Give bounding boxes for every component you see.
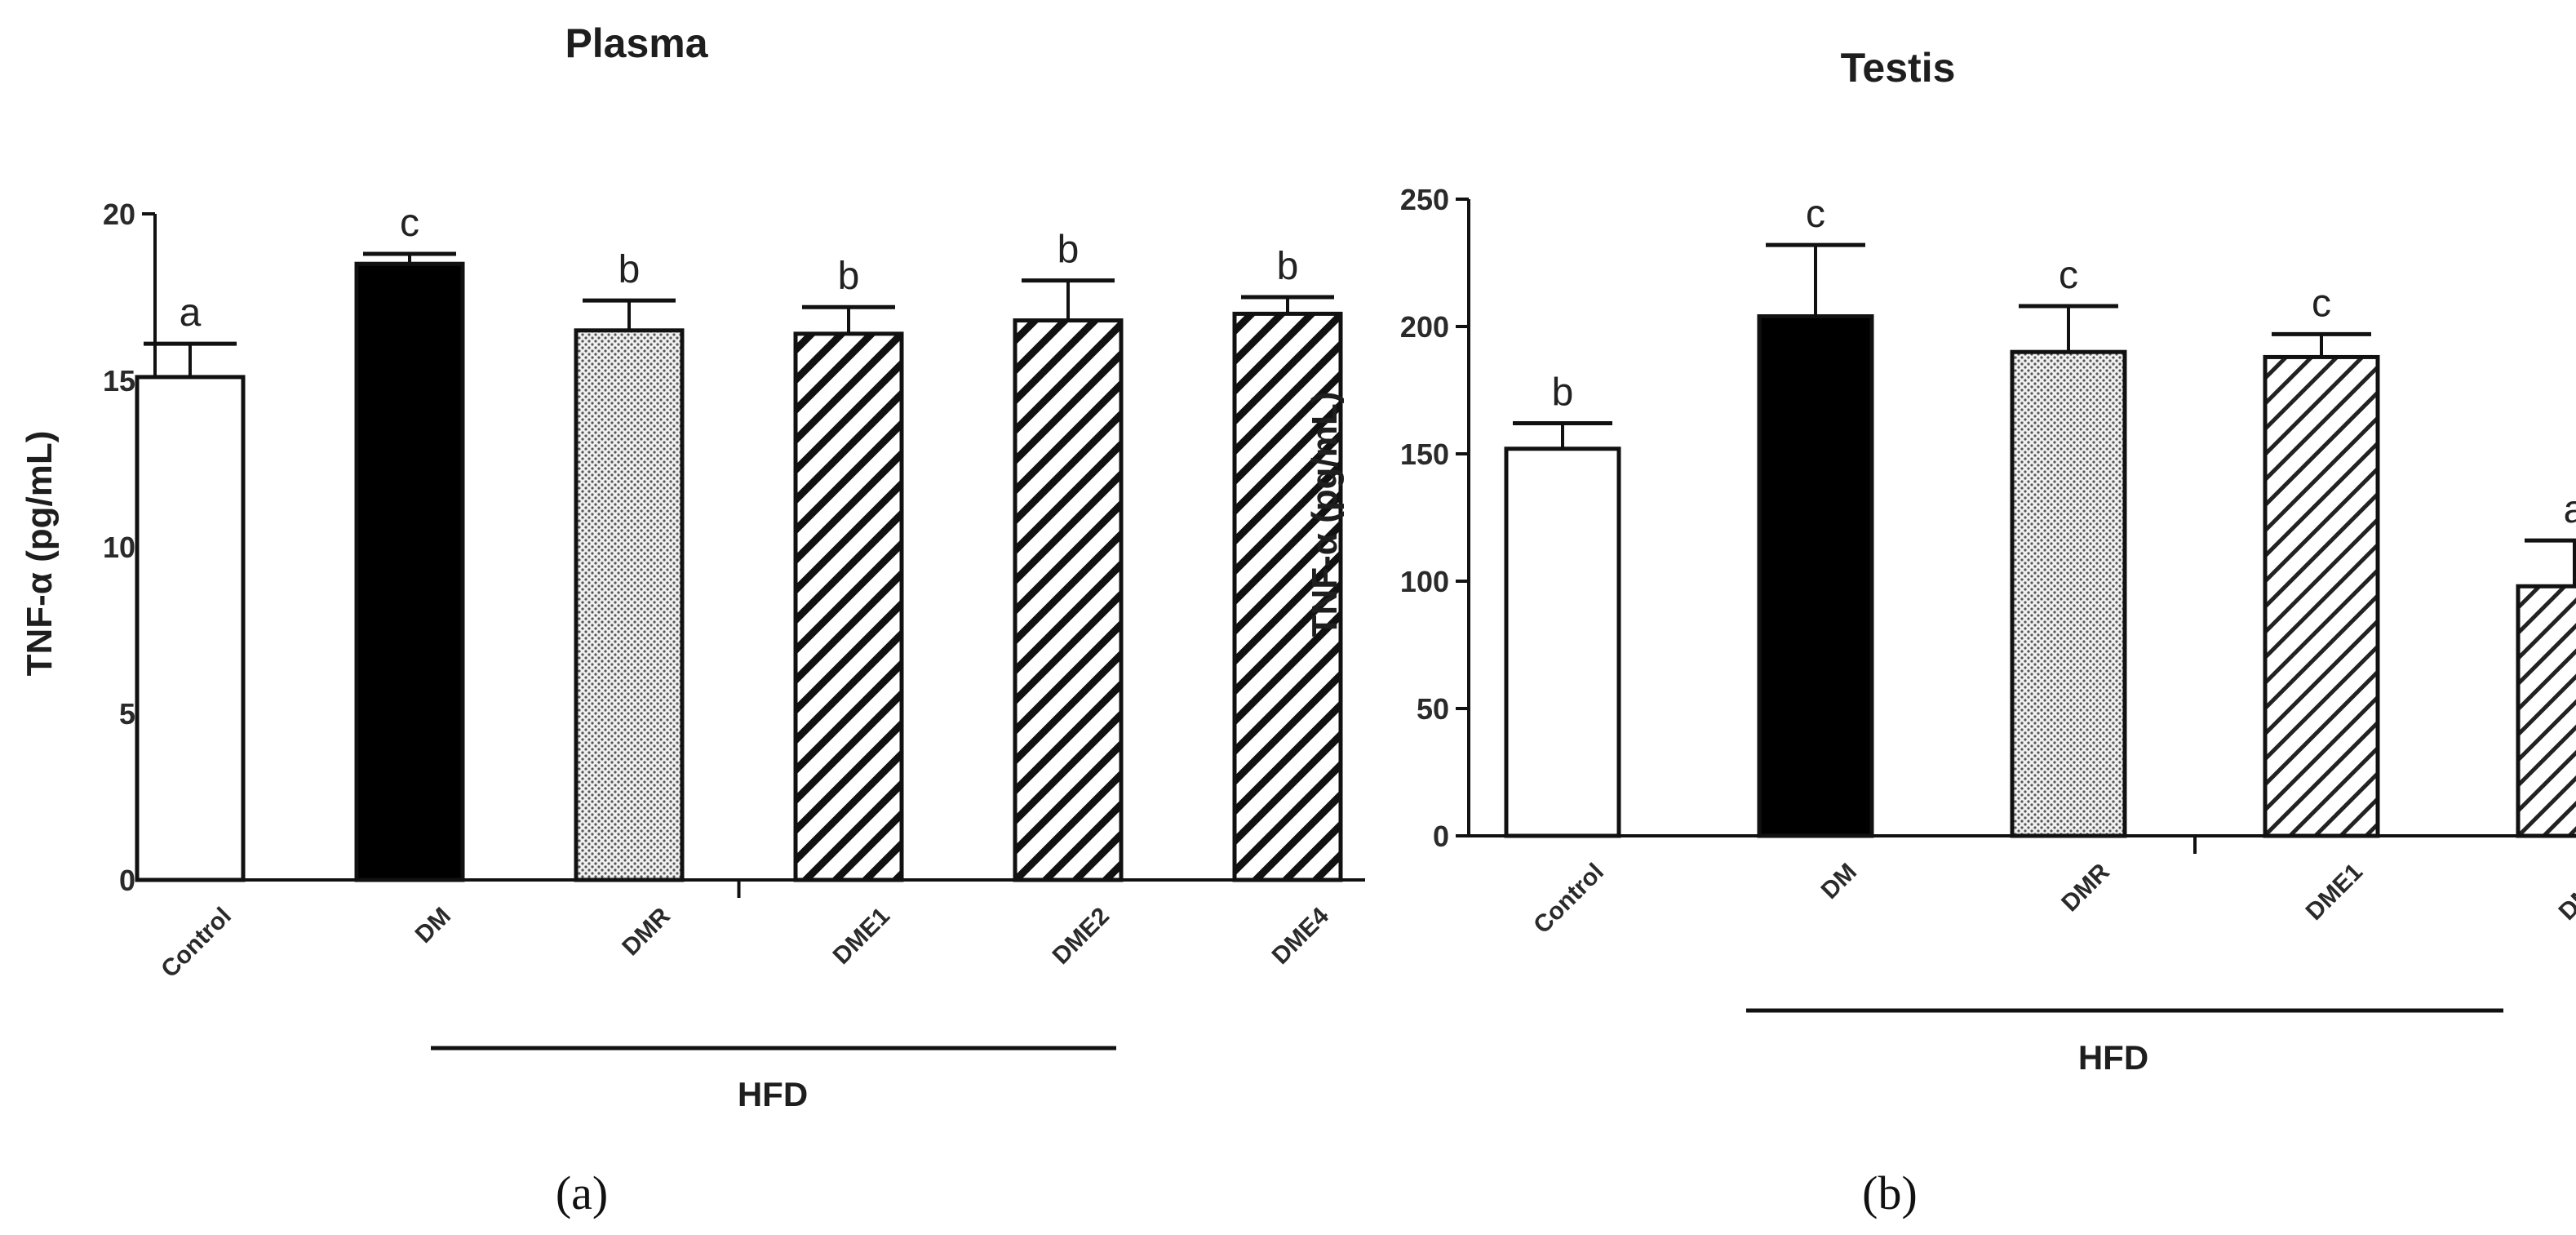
bar bbox=[2010, 349, 2127, 838]
y-tick-label: 20 bbox=[103, 198, 135, 231]
x-tick-label: Control bbox=[156, 903, 237, 984]
x-tick-label: Control bbox=[1528, 859, 1609, 940]
bar bbox=[793, 331, 904, 882]
significance-label: b bbox=[619, 248, 641, 291]
bar bbox=[1757, 314, 1874, 838]
x-tick-label: DME2 bbox=[1048, 903, 1115, 970]
y-tick-label: 150 bbox=[1400, 438, 1449, 471]
y-tick-label: 0 bbox=[1433, 820, 1449, 853]
x-tick-label: DM bbox=[410, 903, 456, 948]
significance-label: a bbox=[180, 291, 202, 335]
axes: 0 5 10 15 20 bbox=[103, 198, 1365, 1051]
y-axis-label: TNF-α (pg/mL) bbox=[20, 431, 60, 677]
bars bbox=[1504, 242, 2576, 838]
bar bbox=[1013, 318, 1124, 882]
group-label-hfd: HFD bbox=[2078, 1038, 2148, 1077]
y-tick-label: 100 bbox=[1400, 565, 1449, 598]
x-tick-label: DMR bbox=[2056, 858, 2115, 917]
significance-label: b bbox=[838, 255, 860, 298]
significance-label: b bbox=[1552, 371, 1574, 415]
axes: 0 50 100 150 200 250 bbox=[1400, 183, 2576, 1013]
significance-label: b bbox=[1057, 229, 1080, 272]
x-tick-label: DME2 bbox=[2554, 859, 2576, 926]
panel-label: (b) bbox=[1862, 1166, 1918, 1219]
significance-label: c bbox=[400, 202, 419, 245]
y-tick-label: 0 bbox=[119, 864, 135, 897]
significance-label: c bbox=[2059, 254, 2078, 297]
x-tick-label: DME4 bbox=[1267, 902, 1334, 969]
bars bbox=[135, 251, 1343, 882]
panel-b: Testis TNF-α (pg/mL) 0 50 100 150 200 250 b Co… bbox=[1305, 45, 2576, 1219]
bar bbox=[354, 261, 465, 882]
y-tick-label: 15 bbox=[103, 364, 135, 398]
y-tick-label: 200 bbox=[1400, 310, 1449, 344]
x-tick-label: DME1 bbox=[828, 903, 895, 970]
x-tick-label: DM bbox=[1816, 859, 1862, 904]
y-axis-label: TNF-α (pg/mL) bbox=[1305, 392, 1345, 637]
bar bbox=[574, 328, 685, 882]
y-tick-label: 10 bbox=[103, 531, 135, 564]
chart-title: Plasma bbox=[565, 20, 708, 66]
bar bbox=[2263, 354, 2380, 838]
x-tick-label: DME1 bbox=[2301, 859, 2368, 926]
bar bbox=[135, 375, 246, 882]
labels: a Control c DM b DMR b DME1 b DME2 b DME4 bbox=[156, 202, 1334, 983]
bar bbox=[1232, 311, 1343, 882]
y-tick-label: 250 bbox=[1400, 183, 1449, 216]
significance-label: c bbox=[1806, 193, 1825, 236]
panel-a: Plasma TNF-α (pg/mL) 0 5 10 15 20 a Control c D… bbox=[20, 20, 1365, 1219]
y-tick-label: 50 bbox=[1417, 692, 1449, 726]
significance-label: a bbox=[2564, 488, 2576, 531]
x-tick-label: DMR bbox=[617, 902, 676, 961]
bar bbox=[1504, 446, 1621, 838]
panel-label: (a) bbox=[556, 1166, 608, 1219]
y-tick-label: 5 bbox=[119, 697, 135, 731]
bar bbox=[2516, 584, 2576, 838]
group-label-hfd: HFD bbox=[738, 1075, 808, 1113]
significance-label: b bbox=[1277, 245, 1299, 288]
significance-label: c bbox=[2312, 282, 2331, 325]
chart-title: Testis bbox=[1841, 45, 1956, 91]
